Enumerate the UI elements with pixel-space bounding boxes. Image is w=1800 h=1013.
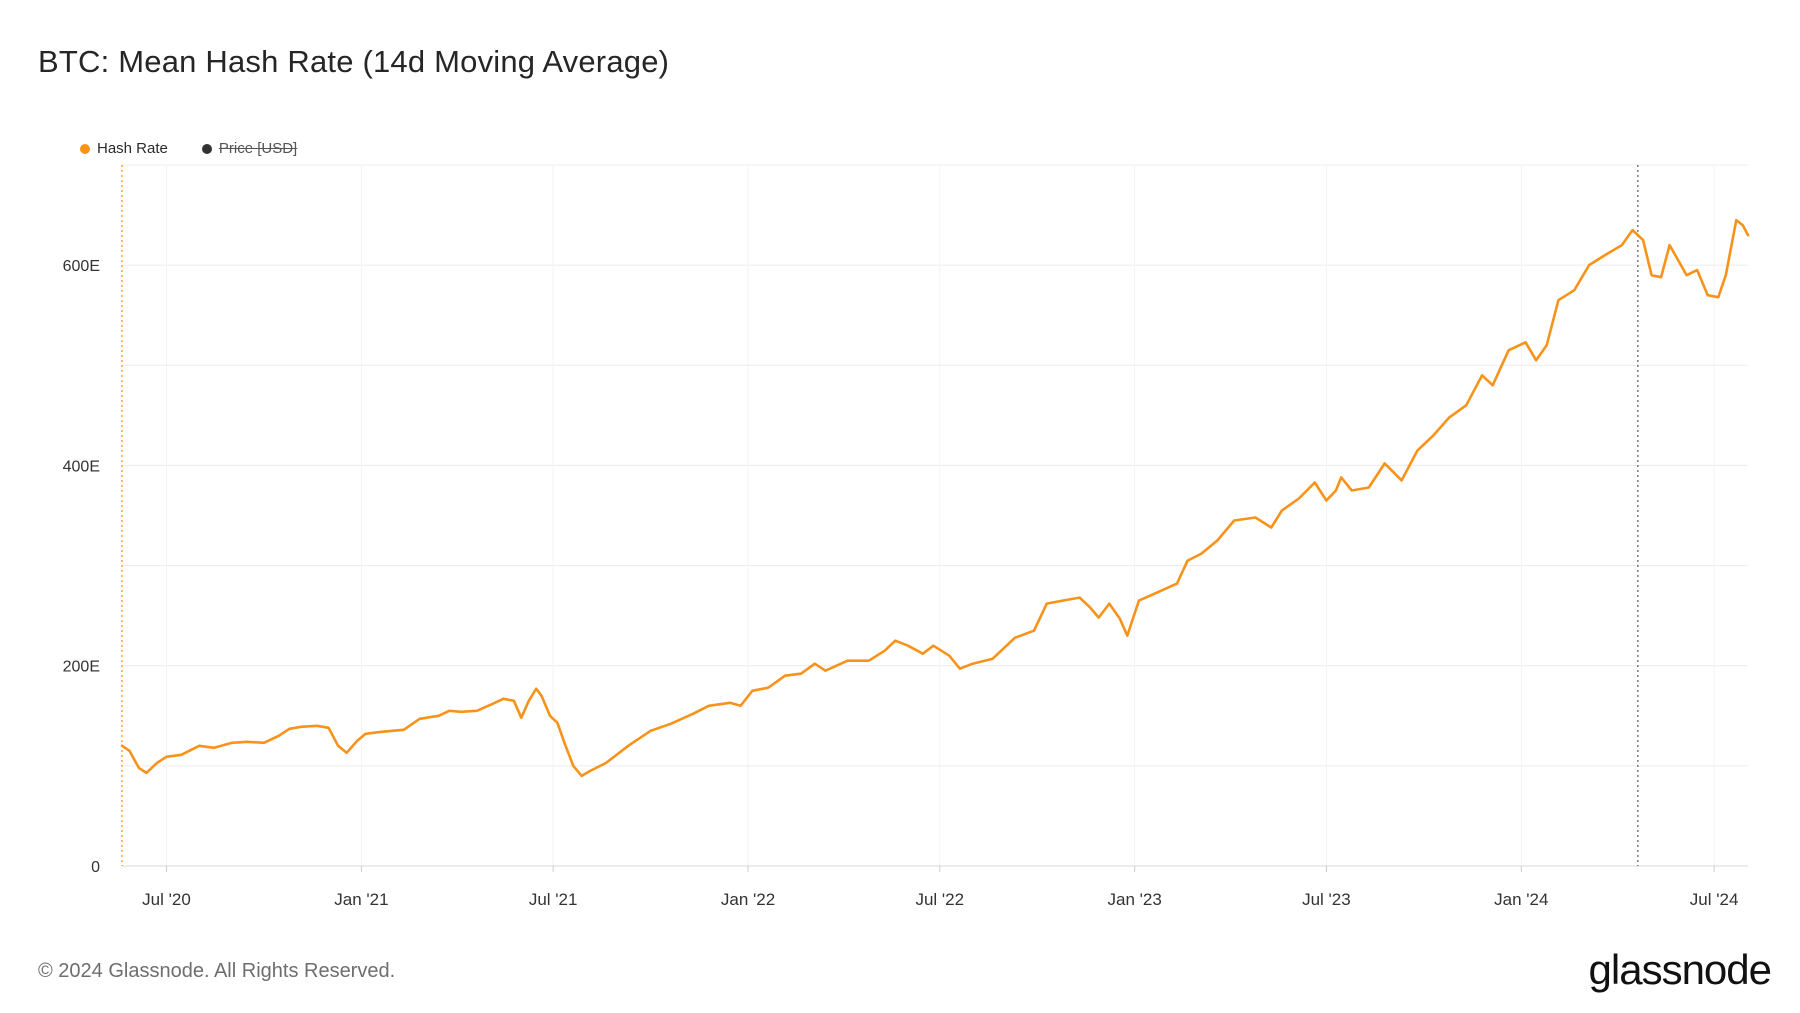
brand-logo: glassnode	[1588, 946, 1772, 993]
legend-label-hash-rate: Hash Rate	[97, 140, 168, 157]
series-line-hash-rate	[120, 218, 1750, 778]
legend-label-price: Price [USD]	[218, 140, 298, 157]
x-tick-label: Jan '23	[1108, 890, 1162, 909]
x-tick-label: Jul '24	[1690, 890, 1739, 909]
chart-title: BTC: Mean Hash Rate (14d Moving Average)	[38, 44, 670, 79]
x-tick-label: Jan '21	[334, 890, 388, 909]
y-tick-label: 600E	[63, 258, 100, 275]
chart-area[interactable]: 0 200E 400E 600E Jul '20 Jan '21 Jul '21 Jan '2…	[0, 0, 1800, 940]
x-tick-label: Jan '22	[721, 890, 775, 909]
x-tick-label: Jul '23	[1302, 890, 1351, 909]
x-tick-label: Jul '21	[529, 890, 578, 909]
legend-dot-hash-rate	[80, 143, 90, 154]
legend-item-hash-rate[interactable]: Hash Rate	[80, 140, 168, 157]
y-tick-label: 200E	[63, 659, 100, 676]
y-tick-label: 0	[91, 859, 100, 876]
copyright-footer: © 2024 Glassnode. All Rights Reserved.	[38, 960, 396, 982]
legend: Hash Rate Price [USD]	[80, 140, 297, 157]
legend-dot-price	[201, 143, 212, 154]
x-tick-label: Jul '20	[142, 890, 191, 909]
x-tick-label: Jan '24	[1494, 890, 1548, 909]
y-tick-label: 400E	[63, 458, 100, 475]
x-tick-label: Jul '22	[915, 890, 964, 909]
legend-item-price[interactable]: Price [USD]	[201, 140, 298, 157]
